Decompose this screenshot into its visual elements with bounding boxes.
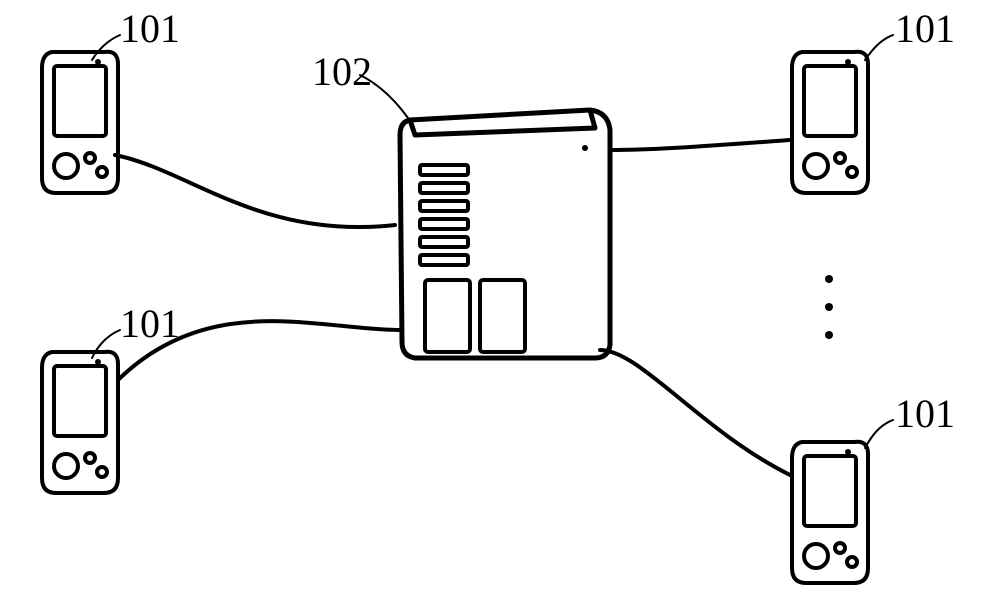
wire-tl — [115, 155, 395, 227]
leader-server — [360, 75, 408, 118]
server-icon — [400, 110, 610, 358]
wire-br — [600, 350, 790, 475]
wires — [115, 140, 790, 475]
leader-br — [865, 420, 893, 448]
device-icon-br — [792, 442, 868, 583]
device-icon-tr — [792, 52, 868, 193]
leader-tr — [865, 35, 893, 60]
leaders — [92, 35, 893, 448]
device-icon-bl — [42, 352, 118, 493]
wire-bl — [118, 321, 400, 380]
device-icon-tl — [42, 52, 118, 193]
diagram-canvas: 102 101 101 101 101 — [0, 0, 1000, 606]
wire-tr — [610, 140, 790, 150]
diagram-svg — [0, 0, 1000, 606]
